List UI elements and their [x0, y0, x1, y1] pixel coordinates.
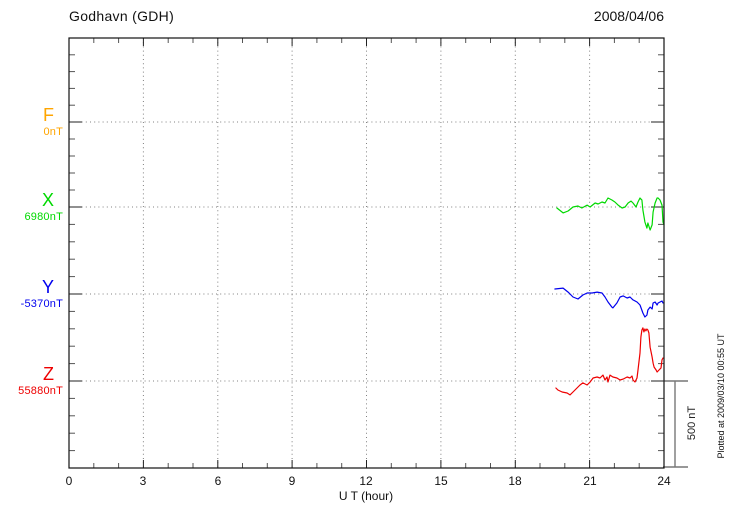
x-tick-label: 15: [434, 474, 448, 488]
trace-X: [556, 197, 665, 231]
plot-date: 2008/04/06: [593, 8, 664, 24]
component-letter: F: [43, 105, 54, 125]
component-label-x: X 6980nT: [24, 191, 63, 223]
component-baseline-value: -5370nT: [20, 298, 63, 310]
trace-Y: [554, 287, 664, 318]
component-letter: Z: [43, 364, 54, 384]
trace-Z: [555, 327, 664, 396]
component-label-f: F 0nT: [43, 106, 63, 138]
x-tick-label: 9: [288, 474, 296, 488]
plot-frame: [68, 37, 665, 469]
x-tick-label: 24: [657, 474, 671, 488]
scale-bar: [663, 380, 688, 468]
component-baseline-value: 0nT: [43, 126, 63, 138]
x-tick-label: 0: [65, 474, 73, 488]
plotted-at-footnote: Plotted at 2009/03/10 00:55 UT: [716, 333, 726, 459]
station-title: Godhavn (GDH): [69, 8, 175, 24]
x-tick-label: 18: [508, 474, 522, 488]
x-tick-label: 6: [214, 474, 222, 488]
component-baseline-value: 6980nT: [24, 211, 63, 223]
x-axis-label: U T (hour): [338, 489, 394, 503]
component-letter: X: [41, 190, 54, 210]
component-label-y: Y -5370nT: [21, 278, 63, 310]
scale-bar-label: 500 nT: [686, 405, 698, 441]
x-tick-label: 3: [139, 474, 147, 488]
component-label-z: Z 55880nT: [18, 365, 63, 397]
x-tick-label: 21: [583, 474, 597, 488]
component-baseline-value: 55880nT: [18, 385, 63, 397]
component-letter: Y: [41, 277, 54, 297]
x-tick-label: 12: [359, 474, 373, 488]
